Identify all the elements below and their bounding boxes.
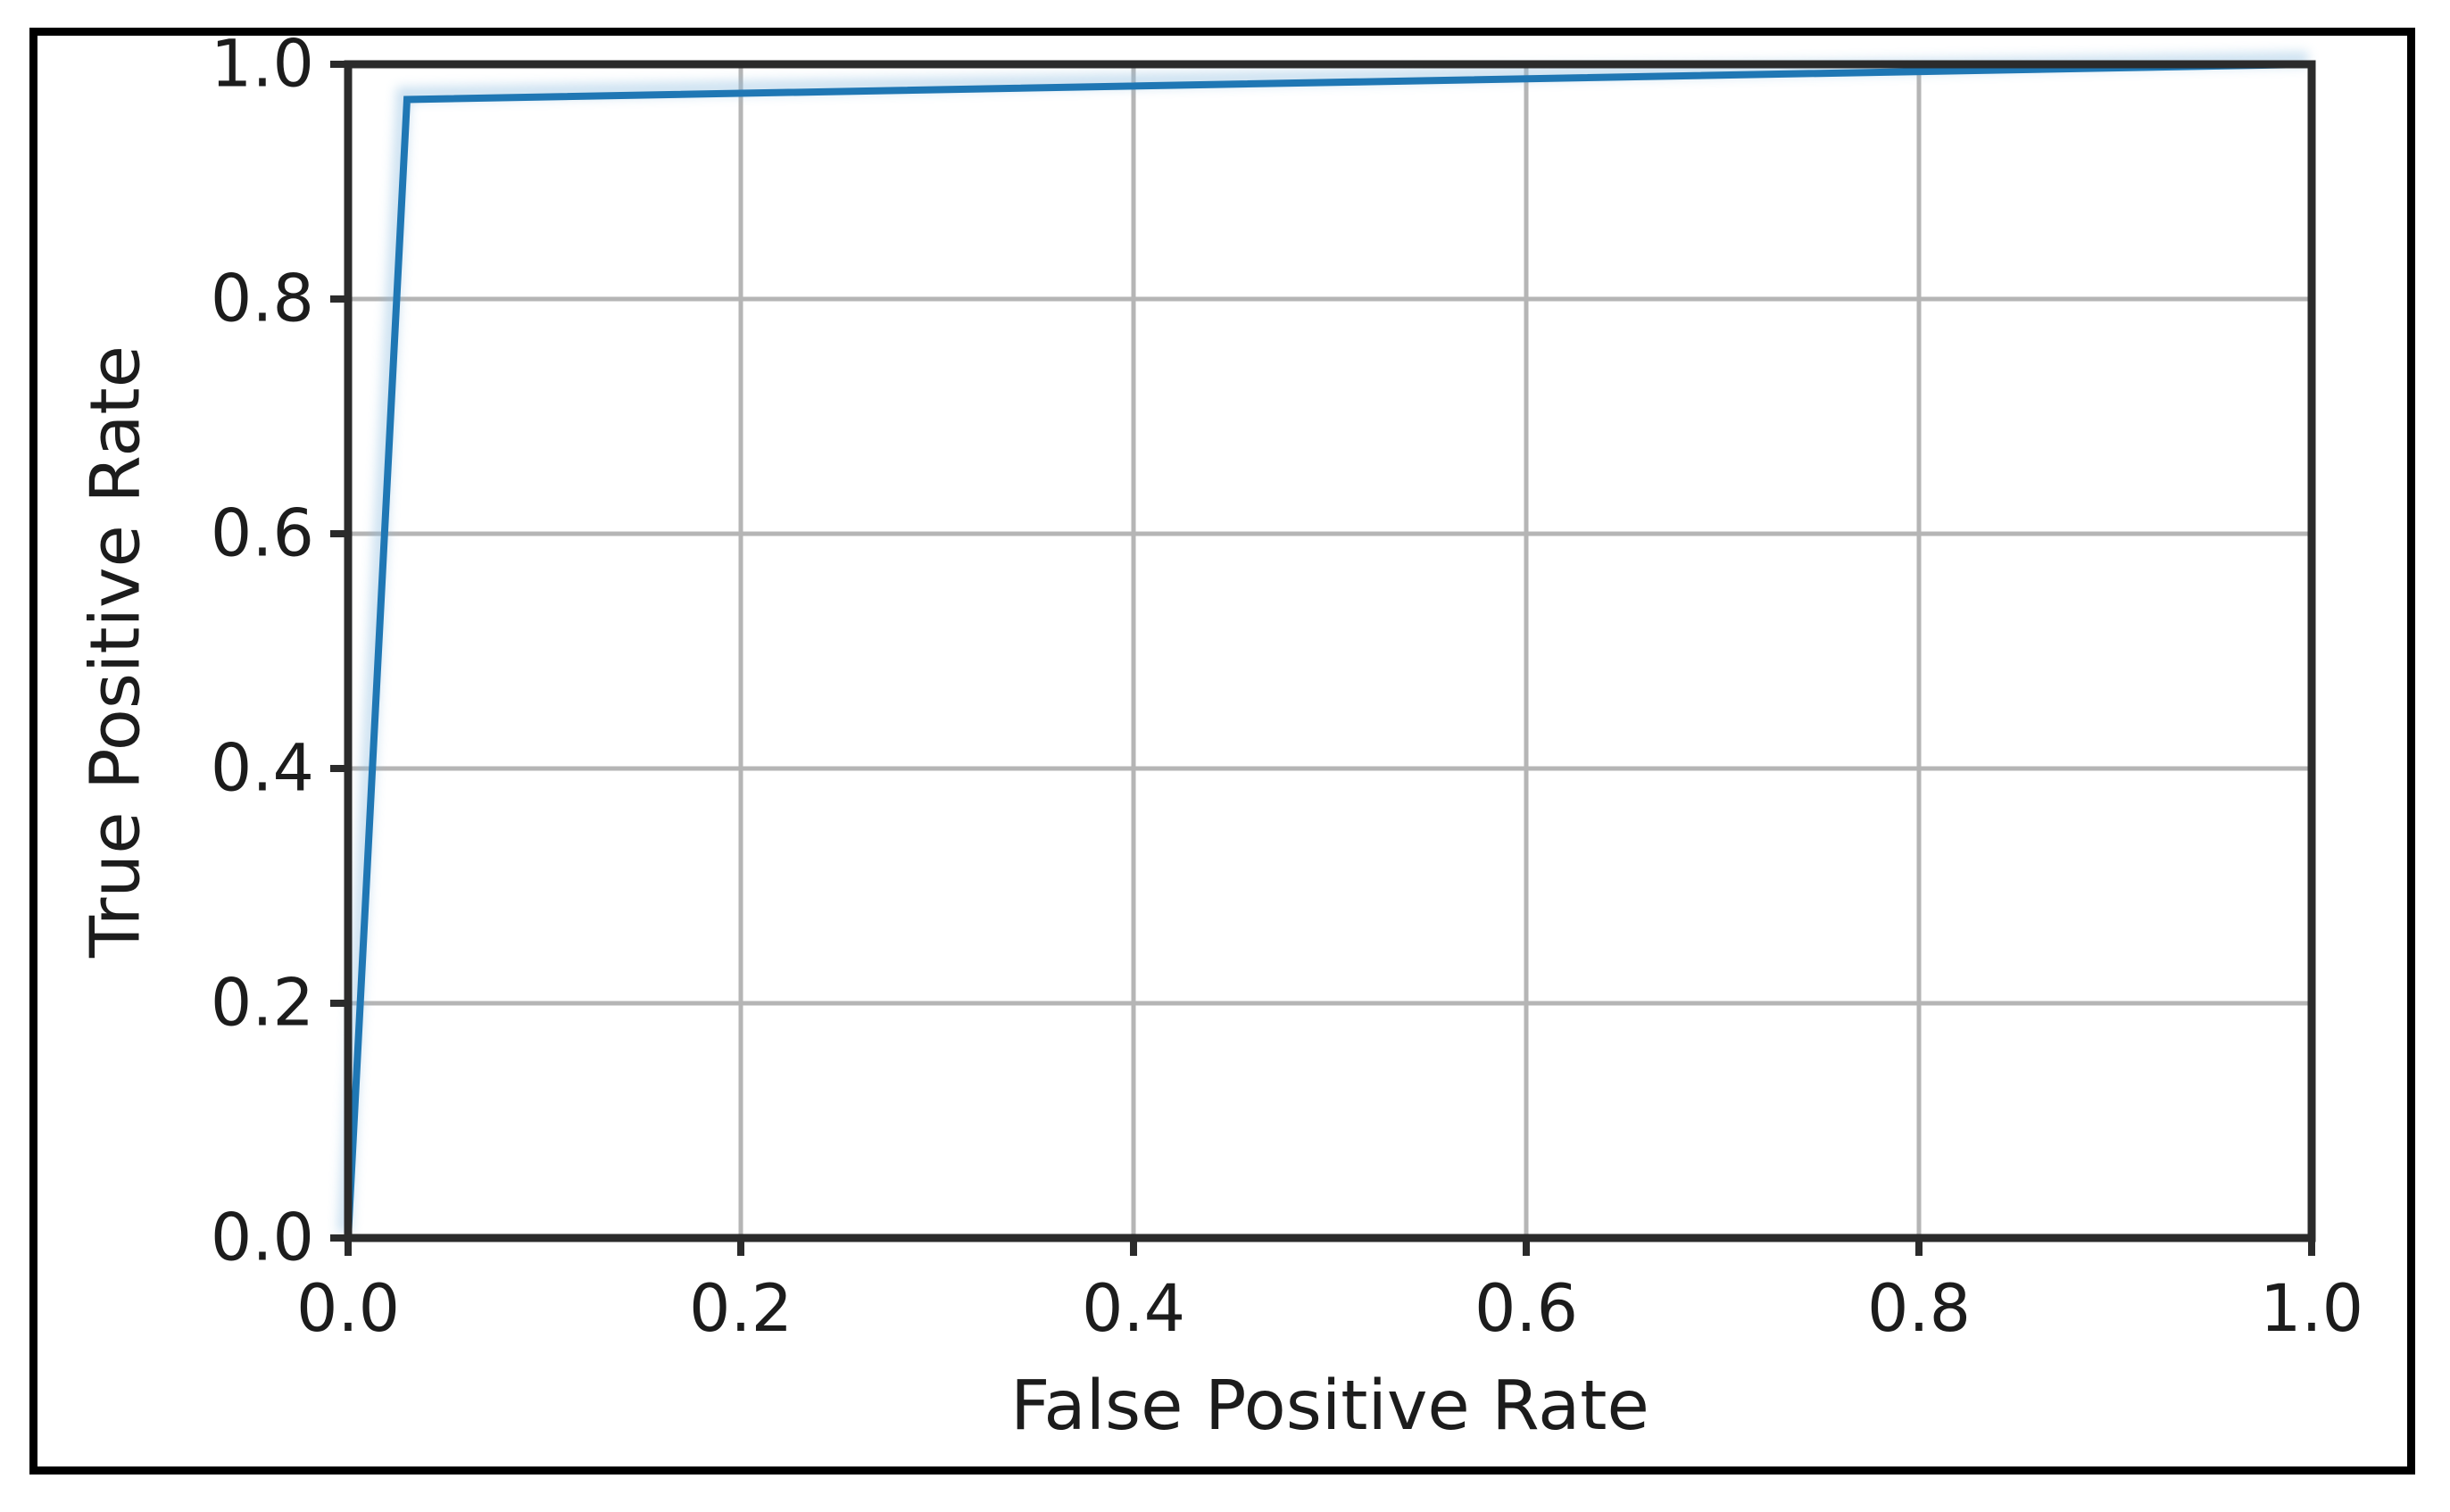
y-tick-label: 0.0 — [210, 1200, 314, 1276]
x-tick-label: 1.0 — [2259, 1271, 2364, 1347]
roc-curve-halo — [337, 52, 2309, 1234]
x-tick-label: 0.2 — [688, 1271, 793, 1347]
x-tick-label: 0.6 — [1474, 1271, 1579, 1347]
y-axis-label: True Positive Rate — [76, 345, 156, 958]
y-tick-label: 0.8 — [210, 261, 314, 337]
x-tick-label: 0.4 — [1081, 1271, 1186, 1347]
figure-border — [29, 28, 2415, 1475]
y-tick-label: 1.0 — [210, 26, 314, 103]
y-tick-label: 0.6 — [210, 495, 314, 572]
y-tick-label: 0.2 — [210, 965, 314, 1042]
roc-curve — [345, 61, 2313, 1239]
axes-spines — [344, 60, 2316, 1242]
roc-plot — [330, 52, 2316, 1256]
x-tick-label: 0.0 — [295, 1271, 401, 1347]
x-tick-label: 0.8 — [1866, 1271, 1972, 1347]
y-tick-label: 0.4 — [210, 730, 314, 807]
x-axis-label: False Positive Rate — [1010, 1367, 1649, 1446]
